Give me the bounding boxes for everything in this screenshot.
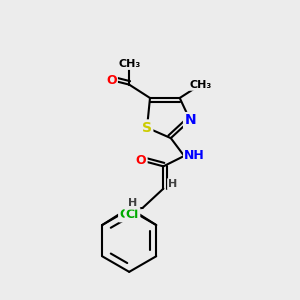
Text: O: O [136,154,146,167]
Text: CH₃: CH₃ [189,80,212,90]
Text: N: N [184,113,196,127]
Text: H: H [168,179,178,189]
Text: Cl: Cl [126,208,139,221]
Text: Cl: Cl [119,208,133,221]
Text: NH: NH [184,149,205,162]
Text: O: O [106,74,117,87]
Text: S: S [142,121,152,135]
Text: CH₃: CH₃ [118,59,140,69]
Text: H: H [128,199,138,208]
